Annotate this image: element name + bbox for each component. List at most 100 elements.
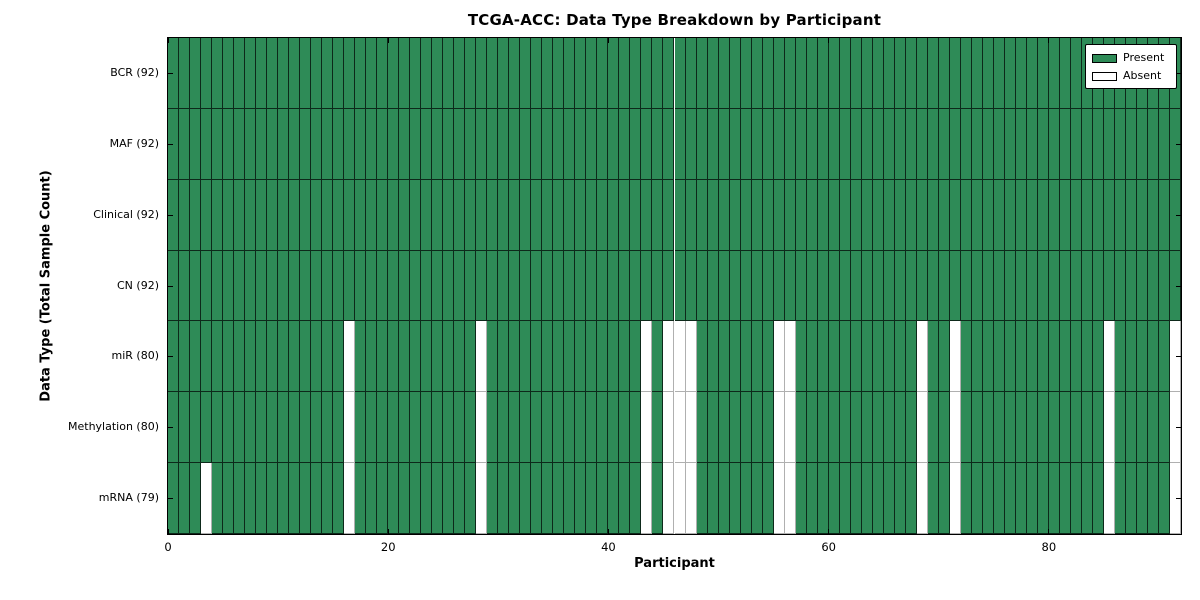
heatmap-cell-mRNA-59: [817, 463, 829, 534]
heatmap-cell-miR-30: [498, 321, 510, 393]
heatmap-cell-Clinical-46: [674, 179, 686, 251]
heatmap-cell-Clinical-8: [256, 179, 268, 251]
heatmap-cell-MAF-40: [608, 108, 620, 180]
heatmap-cell-mRNA-88: [1136, 463, 1148, 534]
heatmap-cell-Clinical-50: [718, 179, 730, 251]
heatmap-cell-Clinical-82: [1070, 179, 1082, 251]
y-tick-left: [168, 285, 173, 287]
heatmap-cell-mRNA-74: [982, 463, 994, 534]
heatmap-cell-miR-84: [1092, 321, 1104, 393]
legend: Present Absent: [1085, 44, 1177, 89]
heatmap-cell-CN-65: [883, 250, 895, 322]
heatmap-cell-miR-40: [608, 321, 620, 393]
heatmap-cell-mRNA-2: [190, 463, 202, 534]
heatmap-cell-Clinical-30: [498, 179, 510, 251]
heatmap-cell-mRNA-57: [795, 463, 807, 534]
heatmap-cell-Clinical-38: [586, 179, 598, 251]
heatmap-cell-MAF-38: [586, 108, 598, 180]
heatmap-cell-Methylation-79: [1037, 392, 1049, 464]
heatmap-cell-BCR-4: [212, 38, 224, 109]
heatmap-cell-Methylation-16: [344, 392, 356, 464]
heatmap-cell-miR-68: [916, 321, 928, 393]
heatmap-cell-mRNA-40: [608, 463, 620, 534]
heatmap-cell-BCR-61: [839, 38, 851, 109]
heatmap-cell-mRNA-23: [421, 463, 433, 534]
heatmap-cell-CN-83: [1081, 250, 1093, 322]
heatmap-cell-mRNA-84: [1092, 463, 1104, 534]
heatmap-cell-CN-47: [685, 250, 697, 322]
heatmap-cell-Methylation-74: [982, 392, 994, 464]
heatmap-cell-CN-79: [1037, 250, 1049, 322]
heatmap-cell-mRNA-87: [1125, 463, 1137, 534]
heatmap-cell-MAF-67: [905, 108, 917, 180]
heatmap-cell-BCR-76: [1004, 38, 1016, 109]
heatmap-cell-MAF-3: [201, 108, 213, 180]
heatmap-cell-Clinical-74: [982, 179, 994, 251]
heatmap-cell-BCR-2: [190, 38, 202, 109]
heatmap-cell-MAF-86: [1114, 108, 1126, 180]
heatmap-cell-Methylation-59: [817, 392, 829, 464]
heatmap-cell-Clinical-88: [1136, 179, 1148, 251]
heatmap-cell-Methylation-18: [366, 392, 378, 464]
heatmap-cell-mRNA-4: [212, 463, 224, 534]
heatmap-cell-MAF-32: [520, 108, 532, 180]
heatmap-cell-Clinical-25: [443, 179, 455, 251]
heatmap-cell-CN-49: [707, 250, 719, 322]
heatmap-cell-MAF-18: [366, 108, 378, 180]
heatmap-cell-Clinical-89: [1147, 179, 1159, 251]
heatmap-cell-Clinical-11: [289, 179, 301, 251]
heatmap-cell-Methylation-41: [619, 392, 631, 464]
heatmap-cell-mRNA-64: [872, 463, 884, 534]
heatmap-cell-Methylation-87: [1125, 392, 1137, 464]
heatmap-cell-BCR-10: [278, 38, 290, 109]
heatmap-cell-Methylation-76: [1004, 392, 1016, 464]
x-tick-bottom: [168, 529, 169, 534]
heatmap-cell-Methylation-45: [663, 392, 675, 464]
heatmap-cell-CN-5: [223, 250, 235, 322]
legend-label-absent: Absent: [1123, 69, 1162, 82]
heatmap-cell-CN-86: [1114, 250, 1126, 322]
heatmap-cell-Clinical-21: [399, 179, 411, 251]
heatmap-cell-Methylation-12: [300, 392, 312, 464]
heatmap-cell-BCR-59: [817, 38, 829, 109]
heatmap-cell-miR-5: [223, 321, 235, 393]
heatmap-cell-CN-59: [817, 250, 829, 322]
heatmap-cell-CN-26: [454, 250, 466, 322]
heatmap-cell-miR-54: [762, 321, 774, 393]
heatmap-cell-miR-0: [168, 321, 179, 393]
heatmap-cell-BCR-80: [1048, 38, 1060, 109]
heatmap-cell-miR-4: [212, 321, 224, 393]
heatmap-cell-mRNA-34: [542, 463, 554, 534]
heatmap-cell-CN-72: [960, 250, 972, 322]
heatmap-cell-mRNA-55: [773, 463, 785, 534]
heatmap-cell-Methylation-50: [718, 392, 730, 464]
y-tick-left: [168, 356, 173, 358]
heatmap-cell-BCR-64: [872, 38, 884, 109]
heatmap-cell-CN-32: [520, 250, 532, 322]
heatmap-cell-mRNA-54: [762, 463, 774, 534]
heatmap-cell-BCR-1: [179, 38, 190, 109]
heatmap-cell-BCR-70: [938, 38, 950, 109]
heatmap-cell-miR-29: [487, 321, 499, 393]
heatmap-cell-CN-73: [971, 250, 983, 322]
y-tick-label-MAF: MAF (92): [109, 136, 159, 150]
heatmap-cell-mRNA-49: [707, 463, 719, 534]
heatmap-cell-Clinical-23: [421, 179, 433, 251]
heatmap-cell-MAF-29: [487, 108, 499, 180]
heatmap-cell-Clinical-48: [696, 179, 708, 251]
heatmap-cell-CN-81: [1059, 250, 1071, 322]
heatmap-cell-MAF-39: [597, 108, 609, 180]
heatmap-cell-Clinical-33: [531, 179, 543, 251]
heatmap-cell-Methylation-21: [399, 392, 411, 464]
heatmap-cell-miR-6: [234, 321, 246, 393]
heatmap-cell-CN-23: [421, 250, 433, 322]
heatmap-cell-BCR-41: [619, 38, 631, 109]
heatmap-cell-Methylation-60: [828, 392, 840, 464]
heatmap-cell-Methylation-77: [1015, 392, 1027, 464]
heatmap-cell-Methylation-75: [993, 392, 1005, 464]
heatmap-cell-MAF-36: [564, 108, 576, 180]
heatmap-cell-Clinical-4: [212, 179, 224, 251]
heatmap-cell-MAF-63: [861, 108, 873, 180]
heatmap-cell-Clinical-67: [905, 179, 917, 251]
